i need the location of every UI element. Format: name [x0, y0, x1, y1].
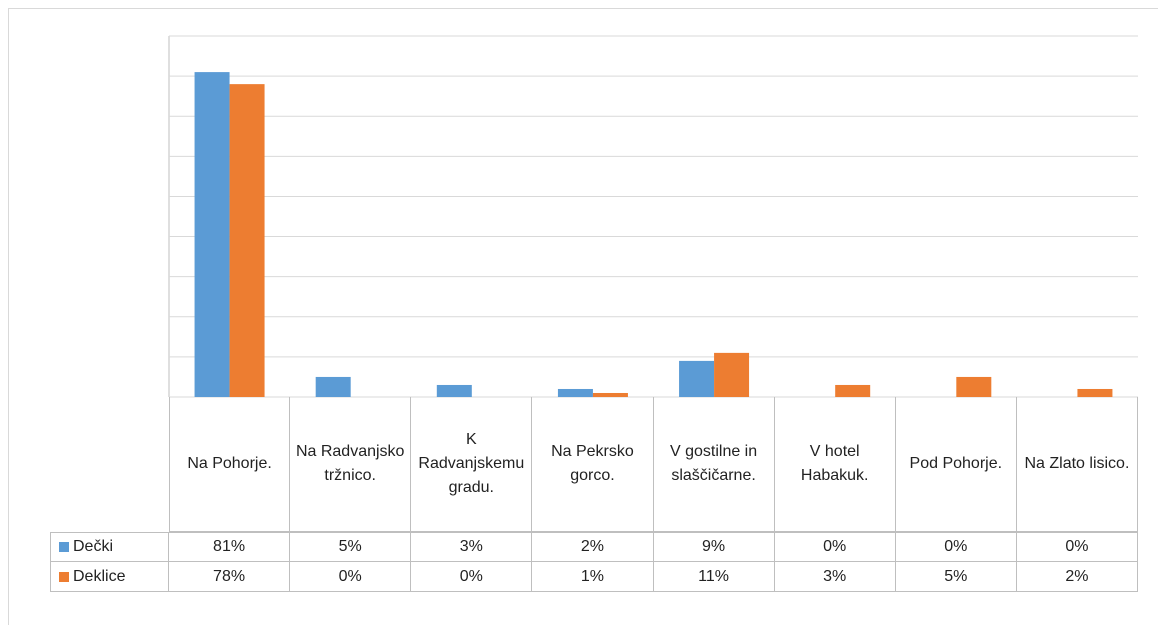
- value-label: 9%: [653, 532, 775, 562]
- bar: [714, 352, 750, 397]
- value-label: 0%: [290, 562, 412, 592]
- category-label: Na Pekrsko gorco.: [532, 397, 654, 532]
- category-label: Na Radvanjsko tržnico.: [290, 397, 412, 532]
- value-label: 78%: [169, 562, 291, 592]
- value-label: 0%: [774, 532, 896, 562]
- legend-label: Dečki: [73, 538, 114, 555]
- value-label: 5%: [290, 532, 412, 562]
- bar: [592, 392, 628, 397]
- category-label: Na Zlato lisico.: [1016, 397, 1138, 532]
- bar: [1077, 388, 1113, 397]
- value-label: 0%: [895, 532, 1017, 562]
- value-label: 2%: [1016, 562, 1138, 592]
- category-label: K Radvanjskemu gradu.: [411, 397, 533, 532]
- bar: [436, 384, 472, 397]
- chart-frame: [8, 8, 1158, 625]
- bar: [557, 388, 593, 397]
- legend-entry: Deklice: [50, 562, 169, 592]
- value-label: 11%: [653, 562, 775, 592]
- bar: [835, 384, 871, 397]
- value-label: 2%: [532, 532, 654, 562]
- value-label: 3%: [411, 532, 533, 562]
- category-label: V gostilne in slaščičarne.: [653, 397, 775, 532]
- value-label: 0%: [411, 562, 533, 592]
- bar: [229, 84, 265, 397]
- category-label: Na Pohorje.: [169, 397, 291, 532]
- bar: [315, 376, 351, 397]
- category-label: V hotel Habakuk.: [774, 397, 896, 532]
- value-label: 0%: [1016, 532, 1138, 562]
- legend-label: Deklice: [73, 567, 126, 585]
- legend-swatch: [59, 542, 69, 552]
- legend-entry: Dečki: [50, 532, 169, 562]
- value-label: 3%: [774, 562, 896, 592]
- bar: [956, 376, 992, 397]
- value-label: 1%: [532, 562, 654, 592]
- value-label: 5%: [895, 562, 1017, 592]
- bar: [679, 360, 715, 397]
- legend-swatch: [59, 571, 69, 582]
- bar: [194, 72, 230, 397]
- category-label: Pod Pohorje.: [895, 397, 1017, 532]
- value-label: 81%: [169, 532, 291, 562]
